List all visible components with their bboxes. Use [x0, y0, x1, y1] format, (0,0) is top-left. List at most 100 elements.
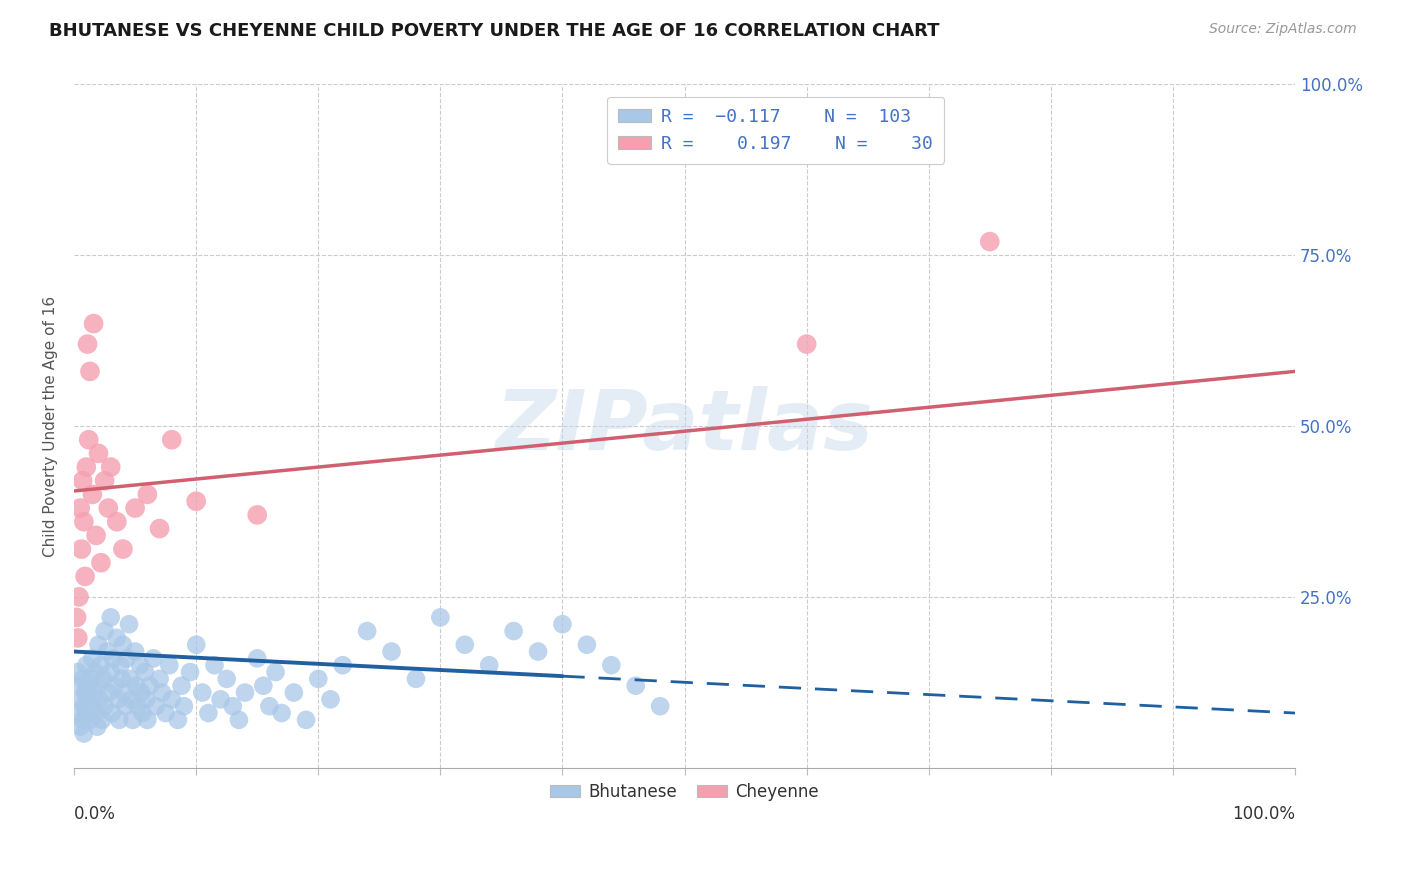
Point: [380, 644, 402, 658]
Text: 0.0%: 0.0%: [75, 805, 115, 823]
Point: [100, 665, 122, 679]
Point: [624, 679, 647, 693]
Point: [93, 672, 115, 686]
Legend: Bhutanese, Cheyenne: Bhutanese, Cheyenne: [543, 776, 825, 807]
Point: [179, 665, 201, 679]
Point: [527, 644, 550, 658]
Point: [283, 685, 305, 699]
Point: [84, 528, 107, 542]
Point: [252, 679, 274, 693]
Point: [72, 713, 94, 727]
Point: [186, 638, 208, 652]
Point: [90, 658, 112, 673]
Text: ZIPatlas: ZIPatlas: [496, 385, 873, 467]
Point: [114, 699, 136, 714]
Point: [575, 638, 598, 652]
Point: [405, 672, 427, 686]
Point: [83, 665, 105, 679]
Point: [66, 631, 89, 645]
Point: [246, 651, 269, 665]
Point: [93, 474, 115, 488]
Point: [79, 713, 101, 727]
Point: [264, 665, 287, 679]
Point: [82, 699, 104, 714]
Point: [551, 617, 574, 632]
Point: [650, 699, 672, 714]
Point: [160, 433, 183, 447]
Point: [97, 685, 120, 699]
Point: [83, 317, 105, 331]
Point: [121, 713, 143, 727]
Point: [125, 679, 148, 693]
Point: [96, 644, 118, 658]
Point: [148, 672, 170, 686]
Point: [91, 713, 114, 727]
Point: [67, 706, 90, 720]
Point: [145, 699, 167, 714]
Point: [148, 522, 170, 536]
Point: [82, 487, 104, 501]
Point: [75, 569, 97, 583]
Point: [76, 679, 98, 693]
Point: [110, 658, 132, 673]
Point: [142, 651, 165, 665]
Point: [600, 658, 623, 673]
Point: [70, 692, 93, 706]
Point: [204, 658, 226, 673]
Point: [84, 706, 107, 720]
Point: [246, 508, 269, 522]
Point: [111, 672, 134, 686]
Point: [67, 590, 90, 604]
Point: [135, 692, 157, 706]
Point: [76, 337, 98, 351]
Point: [429, 610, 451, 624]
Point: [150, 685, 173, 699]
Point: [70, 542, 93, 557]
Point: [215, 672, 238, 686]
Point: [209, 692, 232, 706]
Point: [124, 644, 146, 658]
Point: [134, 665, 156, 679]
Point: [319, 692, 342, 706]
Point: [120, 672, 142, 686]
Point: [111, 638, 134, 652]
Point: [77, 433, 100, 447]
Point: [270, 706, 292, 720]
Point: [90, 556, 112, 570]
Point: [136, 713, 159, 727]
Point: [197, 706, 219, 720]
Point: [75, 706, 97, 720]
Point: [65, 610, 87, 624]
Point: [100, 610, 122, 624]
Point: [83, 685, 105, 699]
Point: [502, 624, 524, 638]
Point: [82, 651, 104, 665]
Point: [155, 706, 177, 720]
Point: [86, 720, 108, 734]
Point: [100, 460, 122, 475]
Point: [103, 679, 125, 693]
Point: [89, 692, 111, 706]
Point: [259, 699, 281, 714]
Text: 100.0%: 100.0%: [1232, 805, 1295, 823]
Point: [73, 699, 96, 714]
Point: [72, 474, 94, 488]
Point: [75, 685, 97, 699]
Point: [101, 706, 124, 720]
Text: BHUTANESE VS CHEYENNE CHILD POVERTY UNDER THE AGE OF 16 CORRELATION CHART: BHUTANESE VS CHEYENNE CHILD POVERTY UNDE…: [49, 22, 939, 40]
Point: [101, 651, 124, 665]
Point: [115, 651, 138, 665]
Point: [105, 515, 128, 529]
Point: [186, 494, 208, 508]
Point: [129, 685, 152, 699]
Point: [93, 699, 115, 714]
Text: Source: ZipAtlas.com: Source: ZipAtlas.com: [1209, 22, 1357, 37]
Point: [979, 235, 1001, 249]
Point: [170, 679, 193, 693]
Point: [75, 460, 97, 475]
Point: [69, 501, 91, 516]
Point: [131, 706, 153, 720]
Point: [87, 446, 110, 460]
Point: [66, 665, 89, 679]
Point: [80, 672, 103, 686]
